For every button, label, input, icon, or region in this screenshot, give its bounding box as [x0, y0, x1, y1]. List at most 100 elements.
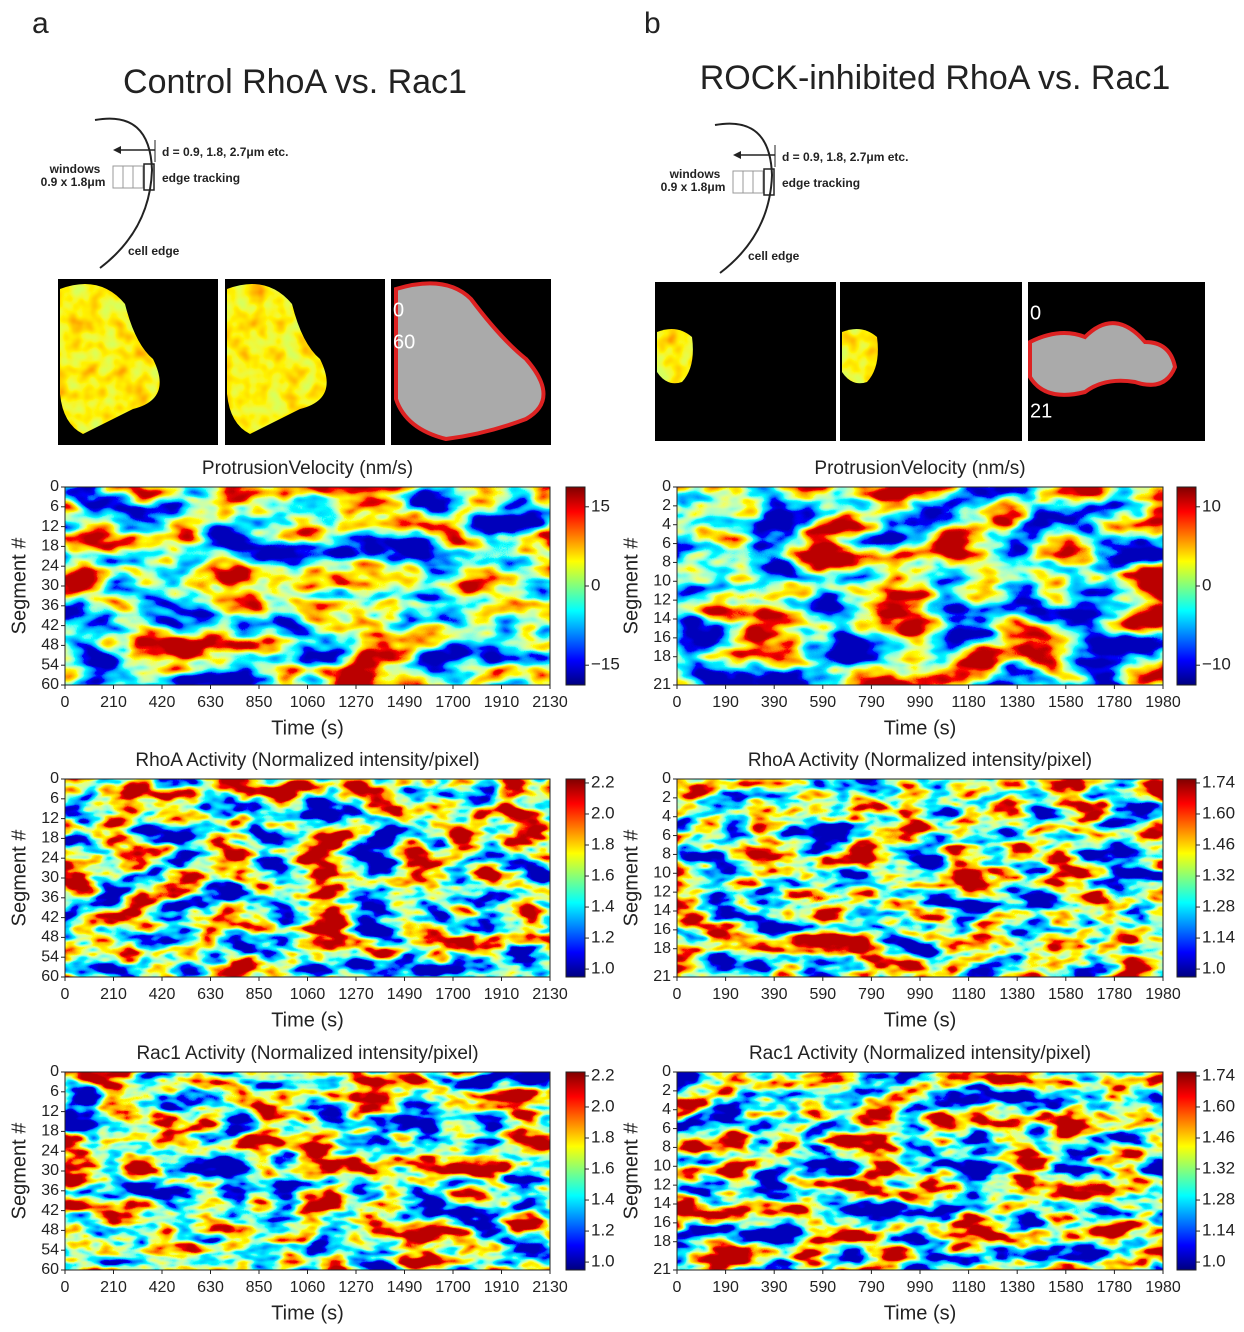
y-tick-label: 42	[41, 1202, 59, 1219]
colorbar-label: 1.60	[1202, 803, 1235, 822]
x-tick-label: 420	[149, 694, 176, 711]
y-tick-label: 16	[653, 629, 671, 646]
window-box	[732, 170, 744, 194]
x-tick-label: 850	[246, 1279, 273, 1296]
y-tick-label: 54	[41, 656, 59, 673]
y-tick-label: 42	[41, 909, 59, 926]
x-tick-label: 390	[761, 694, 788, 711]
y-tick-label: 18	[653, 940, 671, 957]
x-tick-label: 0	[61, 694, 70, 711]
x-tick-label: 1380	[999, 1279, 1035, 1296]
y-axis-label: Segment #	[8, 829, 30, 927]
colorbar-label: 1.0	[1202, 959, 1226, 978]
window-box	[132, 165, 144, 189]
y-tick-label: 14	[653, 902, 671, 919]
colorbar-label: 15	[591, 496, 610, 515]
colorbar-label: 1.74	[1202, 772, 1235, 791]
y-tick-label: 60	[41, 968, 59, 985]
y-tick-label: 6	[662, 827, 671, 844]
cell-image	[227, 284, 327, 434]
colorbar-label: −15	[591, 655, 620, 674]
x-tick-label: 2130	[532, 986, 568, 1003]
heatmap-title: RhoA Activity (Normalized intensity/pixe…	[748, 750, 1092, 771]
heatmap	[65, 487, 550, 685]
x-tick-label: 2130	[532, 694, 568, 711]
x-tick-label: 1380	[999, 986, 1035, 1003]
x-tick-label: 0	[673, 694, 682, 711]
y-tick-label: 0	[662, 1063, 671, 1080]
micrograph-label: 0	[1030, 302, 1041, 324]
colorbar-label: 1.0	[591, 1252, 615, 1271]
colorbar-label: 1.32	[1202, 866, 1235, 885]
schematic-tracking: edge tracking	[782, 176, 860, 190]
x-tick-label: 790	[858, 694, 885, 711]
y-tick-label: 48	[41, 1222, 59, 1239]
x-tick-label: 1380	[999, 694, 1035, 711]
y-tick-label: 8	[662, 1139, 671, 1156]
colorbar-label: 1.8	[591, 834, 615, 853]
cell-outline	[1028, 321, 1178, 397]
schematic-window-size: 0.9 x 1.8μm	[661, 180, 726, 194]
y-tick-label: 12	[653, 591, 671, 608]
y-tick-label: 21	[653, 968, 671, 985]
y-tick-label: 18	[41, 830, 59, 847]
schematic-distance: d = 0.9, 1.8, 2.7μm etc.	[782, 150, 908, 164]
colorbar	[1176, 778, 1197, 978]
x-tick-label: 1780	[1097, 694, 1133, 711]
edge-window	[143, 163, 155, 191]
y-tick-label: 4	[662, 516, 671, 533]
x-tick-label: 850	[246, 986, 273, 1003]
colorbar-label: 10	[1202, 496, 1221, 515]
colorbar-label: 1.6	[591, 866, 615, 885]
colorbar	[1176, 486, 1197, 686]
x-tick-label: 630	[197, 1279, 224, 1296]
y-tick-label: 4	[662, 808, 671, 825]
x-tick-label: 420	[149, 986, 176, 1003]
y-tick-label: 12	[41, 518, 59, 535]
panel-label: b	[644, 7, 661, 40]
schematic-distance: d = 0.9, 1.8, 2.7μm etc.	[162, 145, 288, 159]
x-tick-label: 190	[712, 1279, 739, 1296]
colorbar-label: 1.0	[591, 959, 615, 978]
schematic-edge: cell edge	[748, 249, 800, 263]
x-tick-label: 0	[673, 986, 682, 1003]
y-tick-label: 42	[41, 617, 59, 634]
heatmap-title: Rac1 Activity (Normalized intensity/pixe…	[136, 1043, 478, 1064]
heatmap	[677, 487, 1163, 685]
heatmap-title: ProtrusionVelocity (nm/s)	[202, 458, 413, 479]
y-tick-label: 6	[662, 535, 671, 552]
x-tick-label: 850	[246, 694, 273, 711]
y-tick-label: 0	[50, 770, 59, 787]
x-tick-label: 630	[197, 986, 224, 1003]
colorbar	[565, 778, 586, 978]
x-tick-label: 1180	[951, 694, 986, 711]
x-tick-label: 1060	[290, 1279, 326, 1296]
x-tick-label: 1910	[484, 694, 520, 711]
x-tick-label: 0	[61, 1279, 70, 1296]
x-tick-label: 790	[858, 1279, 885, 1296]
x-tick-label: 2130	[532, 1279, 568, 1296]
y-tick-label: 6	[50, 790, 59, 807]
y-axis-label: Segment #	[620, 537, 642, 635]
colorbar-label: 1.0	[1202, 1252, 1226, 1271]
y-tick-label: 14	[653, 610, 671, 627]
x-tick-label: 390	[761, 986, 788, 1003]
y-tick-label: 8	[662, 846, 671, 863]
y-tick-label: 48	[41, 637, 59, 654]
x-tick-label: 1270	[338, 1279, 374, 1296]
x-tick-label: 210	[100, 1279, 127, 1296]
micrograph-label: 60	[393, 331, 415, 353]
y-tick-label: 30	[41, 1162, 59, 1179]
y-tick-label: 54	[41, 1241, 59, 1258]
y-tick-label: 36	[41, 889, 59, 906]
x-tick-label: 1980	[1145, 1279, 1181, 1296]
window-box	[122, 165, 134, 189]
x-tick-label: 990	[907, 986, 934, 1003]
y-tick-label: 18	[41, 1123, 59, 1140]
x-tick-label: 1700	[435, 694, 471, 711]
y-tick-label: 18	[653, 1233, 671, 1250]
x-tick-label: 1180	[951, 1279, 986, 1296]
y-tick-label: 16	[653, 1214, 671, 1231]
colorbar-label: 1.14	[1202, 1221, 1235, 1240]
x-tick-label: 590	[809, 694, 836, 711]
